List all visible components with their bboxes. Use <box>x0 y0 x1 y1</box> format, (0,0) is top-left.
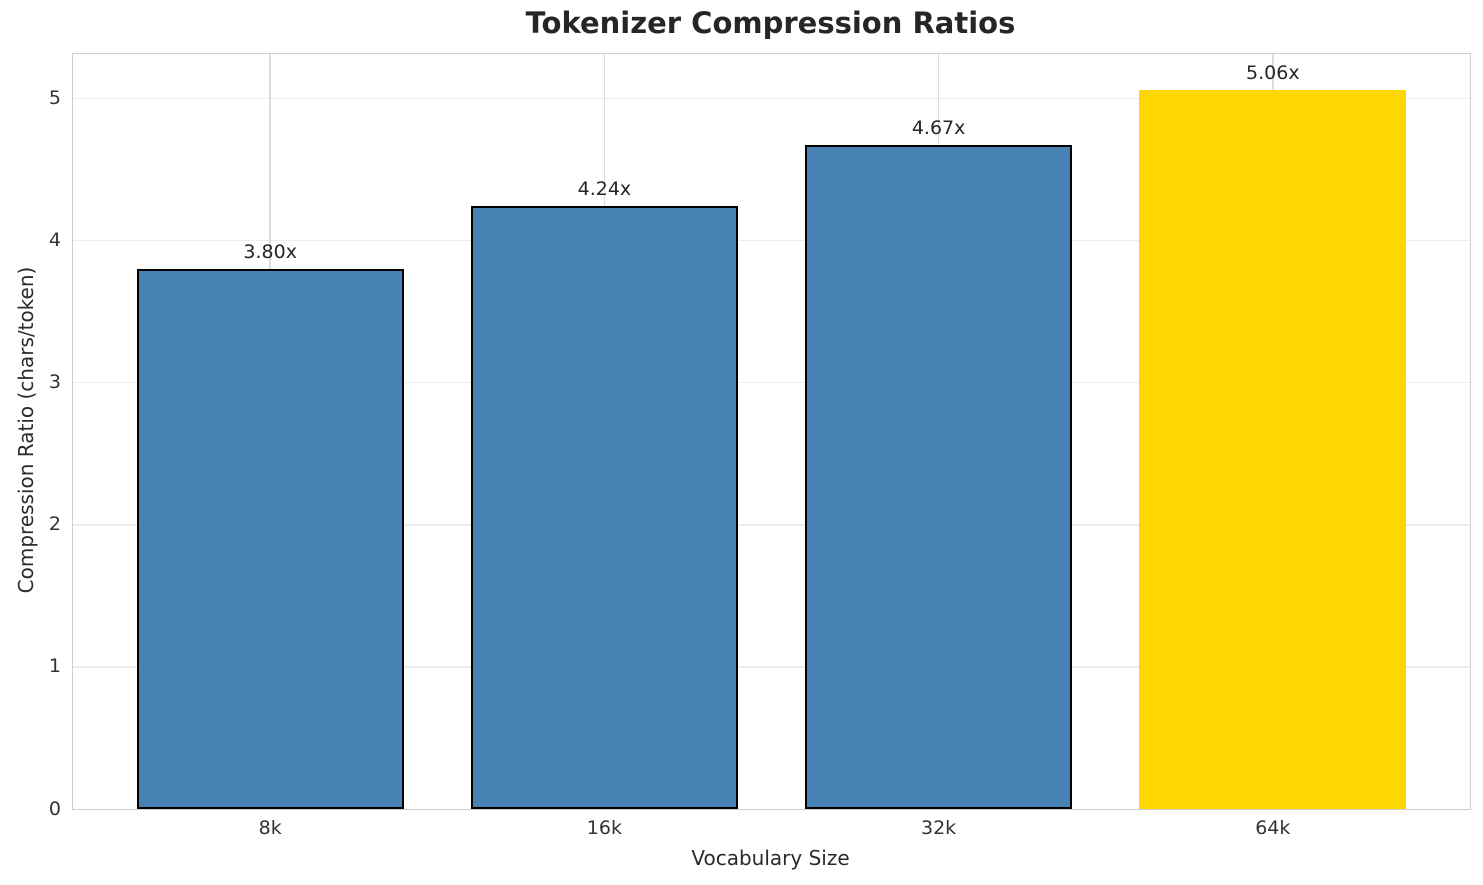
y-tick-label: 5 <box>48 86 61 109</box>
chart-title: Tokenizer Compression Ratios <box>525 6 1016 40</box>
x-tick-label-64k: 64k <box>1255 817 1291 839</box>
bar-64k <box>1139 89 1407 809</box>
y-axis-label: Compression Ratio (chars/token) <box>14 266 38 594</box>
gridline-horizontal <box>73 97 1470 100</box>
bar-value-label: 4.24x <box>577 178 632 201</box>
gridline-horizontal <box>73 239 1470 242</box>
gridline-horizontal <box>73 524 1470 526</box>
y-tick-label: 3 <box>48 371 61 394</box>
bar-16k <box>470 206 739 809</box>
y-tick-label: 4 <box>48 229 61 252</box>
bar-value-label: 4.67x <box>911 117 966 140</box>
x-axis-label: Vocabulary Size <box>691 846 850 870</box>
x-tick-label-32k: 32k <box>921 817 957 839</box>
gridline-horizontal <box>73 666 1470 668</box>
gridline-horizontal <box>73 382 1470 384</box>
bar-value-label: 5.06x <box>1246 61 1300 84</box>
y-tick-label: 2 <box>48 513 61 536</box>
x-tick-label-16k: 16k <box>586 817 622 839</box>
x-tick-label-8k: 8k <box>258 817 282 839</box>
bar-value-label: 3.80x <box>243 241 297 264</box>
bar-8k <box>136 269 404 809</box>
plot-area: 0 1 2 3 4 5 3.80x 8k 4.24x 16k 4.67x 32k 5.06x 64k <box>49 53 1471 839</box>
bar-32k <box>804 145 1073 809</box>
y-tick-label: 0 <box>48 797 61 820</box>
y-tick-label: 1 <box>48 655 61 678</box>
